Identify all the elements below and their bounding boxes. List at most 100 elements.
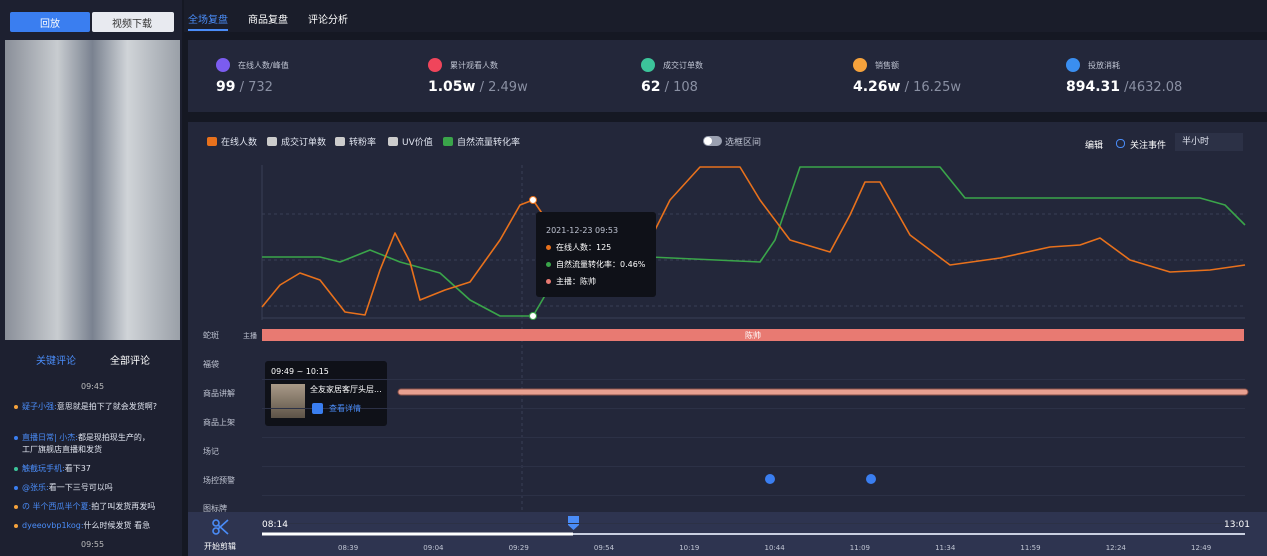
comment-text: 看下37: [64, 464, 91, 473]
stat-total: / 2.49w: [475, 80, 528, 95]
legend-label[interactable]: UV价值: [402, 138, 433, 148]
tab-label[interactable]: 视频下载: [112, 19, 152, 30]
comment-user[interactable]: の 半个西瓜半个夏:: [22, 502, 92, 511]
host-bar[interactable]: [262, 329, 1244, 341]
tooltip: [536, 212, 656, 297]
comment-dot: [14, 486, 18, 490]
legend-label[interactable]: 在线人数: [221, 138, 258, 148]
toggle-knob: [704, 137, 712, 145]
time: 09:45: [81, 382, 105, 391]
legend-swatch[interactable]: [443, 137, 453, 146]
timeline-tick: 08:39: [338, 544, 359, 552]
tab-label[interactable]: 回放: [40, 19, 60, 30]
row-label: 商品上架: [203, 418, 235, 427]
stat-icon: [641, 58, 655, 72]
events-button[interactable]: 关注事件: [1130, 141, 1167, 151]
comment-text: 拍了叫发货再发吗: [91, 502, 156, 511]
alert-marker[interactable]: [765, 474, 775, 484]
legend-swatch[interactable]: [267, 137, 277, 146]
comment-dot: [14, 467, 18, 471]
stat-label: 在线人数/峰值: [238, 61, 289, 70]
grid: [262, 165, 1245, 510]
stat-value: 4.26w / 16.25w: [853, 79, 961, 95]
stat-icon: [216, 58, 230, 72]
stat-number: 1.05w: [428, 79, 476, 95]
stat-value: 62 / 108: [641, 79, 698, 95]
popup-time: 09:49 ~ 10:15: [271, 367, 329, 376]
row-label: 商品讲解: [203, 389, 235, 398]
row-rule: [262, 408, 1245, 409]
timeline-tick: 10:19: [679, 544, 700, 552]
comment-user[interactable]: dyeeovbp1kog:: [22, 521, 84, 530]
row-label: 场控预警: [203, 476, 235, 485]
comment-tab[interactable]: 关键评论: [36, 356, 76, 367]
tab-active[interactable]: [10, 12, 90, 32]
legend-swatch[interactable]: [388, 137, 398, 146]
events-icon: [1116, 139, 1125, 148]
alert-marker[interactable]: [866, 474, 876, 484]
timeline-start: 08:14: [262, 520, 288, 530]
stat-label: 累计观看人数: [450, 61, 498, 70]
stat-total: / 16.25w: [900, 80, 961, 95]
edit-button[interactable]: 编辑: [1085, 141, 1104, 151]
comment-user[interactable]: @张乐:: [22, 483, 49, 492]
row-rule: [262, 523, 1245, 524]
comment: dyeeovbp1kog:什么时候发货 看急: [22, 520, 157, 532]
host-bar-label: 陈帅: [745, 331, 761, 340]
top-tab[interactable]: 商品复盘: [248, 15, 288, 26]
comment-text: 意思就是拍下了就会发货啊?: [56, 402, 157, 411]
comment-user[interactable]: 直播日常| 小杰:: [22, 433, 78, 442]
toggle-label: 选框区间: [725, 138, 762, 148]
stat-number: 62: [641, 79, 661, 95]
row-label: 福袋: [203, 360, 219, 369]
interval-select[interactable]: 半小时: [1175, 133, 1243, 151]
row-label: 图标牌: [203, 504, 227, 513]
timeline-tick: 11:09: [849, 544, 870, 552]
tab-underline: [188, 29, 228, 31]
stat-label: 成交订单数: [663, 61, 703, 70]
stat-number: 894.31: [1066, 79, 1121, 95]
tooltip-line: 主播：陈帅: [556, 277, 596, 286]
comment-text: 看一下三号可以吗: [48, 483, 113, 492]
toggle[interactable]: [703, 136, 722, 146]
timeline-tick: 10:44: [764, 544, 785, 552]
stat-icon: [853, 58, 867, 72]
legend-label[interactable]: 自然流量转化率: [457, 138, 521, 148]
top-tab[interactable]: 评论分析: [308, 15, 348, 26]
popup-name: 全友家居客厅头层...: [310, 385, 382, 394]
tab-button[interactable]: [92, 12, 174, 32]
timeline-end: 13:01: [1224, 520, 1250, 530]
product-image: [271, 384, 305, 418]
row-rule: [262, 495, 1245, 496]
scissors-icon: [212, 519, 229, 535]
tooltip-dot: [546, 262, 551, 267]
popup-link[interactable]: 查看详情: [329, 404, 361, 413]
legend-label[interactable]: 成交订单数: [281, 138, 327, 148]
legend-swatch[interactable]: [207, 137, 217, 146]
row-rule: [262, 466, 1245, 467]
video-preview[interactable]: [5, 40, 180, 340]
orange-line: [261, 166, 1246, 316]
tooltip-time: 2021-12-23 09:53: [546, 226, 619, 235]
stat-value: 99 / 732: [216, 79, 273, 95]
stat-icon: [428, 58, 442, 72]
product-bar[interactable]: [397, 388, 1249, 396]
top-tab[interactable]: 全场复盘: [188, 15, 228, 26]
comment: 疑子小强:意思就是拍下了就会发货啊?: [22, 401, 157, 413]
stat-label: 销售额: [875, 61, 899, 70]
comment-text: 都是现拍现生产的，工厂旗舰店直播和发货: [22, 433, 150, 454]
row-rule: [262, 437, 1245, 438]
stat-total: /4632.08: [1120, 80, 1183, 95]
legend-swatch[interactable]: [335, 137, 345, 146]
clip-button[interactable]: 开始剪辑: [204, 542, 236, 551]
comment: の 半个西瓜半个夏:拍了叫发货再发吗: [22, 501, 157, 513]
comment: @张乐:看一下三号可以吗: [22, 482, 157, 494]
tooltip-line: 在线人数：125: [556, 243, 612, 252]
stat-number: 4.26w: [853, 79, 901, 95]
stat-total: / 732: [235, 80, 273, 95]
comment-user[interactable]: 触截玩手机:: [22, 464, 65, 473]
comment-tab[interactable]: 全部评论: [110, 356, 150, 367]
comment-user[interactable]: 疑子小强:: [22, 402, 57, 411]
legend-label[interactable]: 转粉率: [349, 138, 377, 148]
